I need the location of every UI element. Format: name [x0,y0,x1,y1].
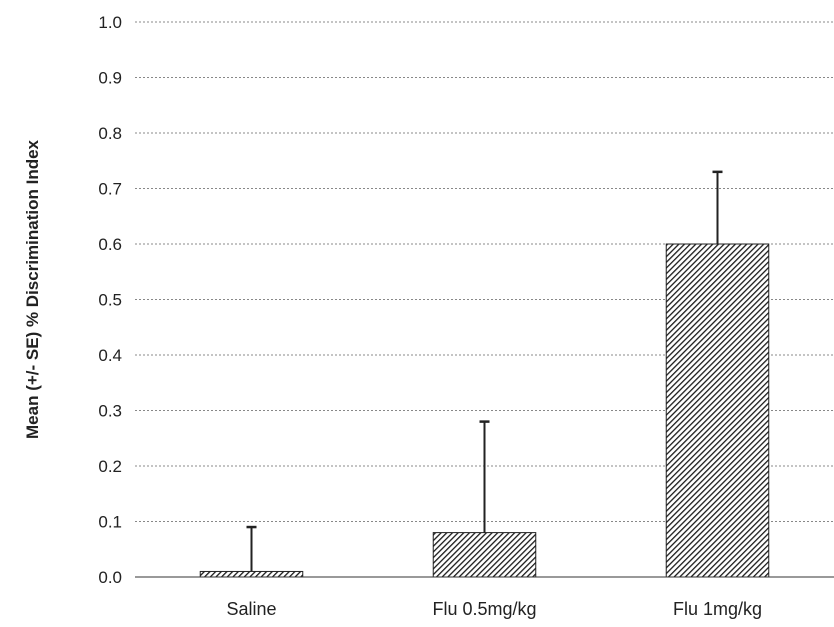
category-labels: Saline Flu 0.5mg/kg Flu 1mg/kg [226,599,762,619]
y-tick-label: 0.8 [98,124,122,143]
y-tick-label: 1.0 [98,13,122,32]
y-tick-label: 0.1 [98,513,122,532]
bar-3 [666,244,769,577]
category-label: Flu 1mg/kg [673,599,762,619]
category-label: Saline [226,599,276,619]
y-tick-label: 0.7 [98,180,122,199]
bar-2 [433,533,536,577]
y-tick-label: 0.0 [98,568,122,587]
y-tick-label: 0.6 [98,235,122,254]
y-tick-label: 0.2 [98,457,122,476]
y-tick-label: 0.9 [98,69,122,88]
y-tick-labels: 0.0 0.1 0.2 0.3 0.4 0.5 0.6 0.7 0.8 0.9 1.0 [98,13,122,587]
bar-1 [200,571,303,577]
category-label: Flu 0.5mg/kg [432,599,536,619]
y-tick-label: 0.5 [98,291,122,310]
y-tick-label: 0.4 [98,346,122,365]
error-bars [247,172,723,572]
y-axis-title: Mean (+/- SE) % Discrimination Index [23,139,42,439]
y-tick-label: 0.3 [98,402,122,421]
